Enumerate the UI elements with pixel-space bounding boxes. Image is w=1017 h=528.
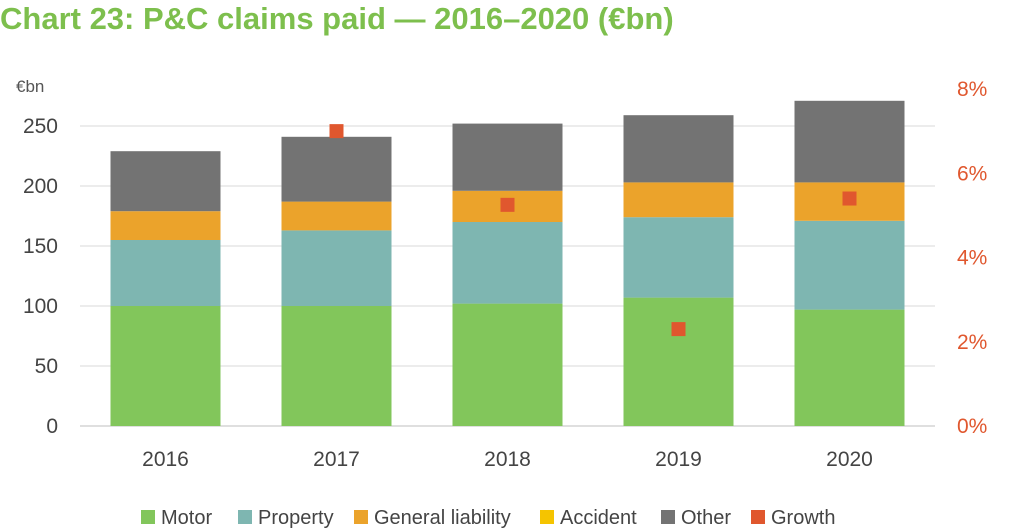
bar-segment-motor [623,297,734,426]
y2-tick-label: 6% [957,162,987,185]
bar-segment-motor [281,306,392,426]
bar-segment-property [281,230,392,306]
bar-segment-motor [794,309,905,426]
y-tick-label: 250 [23,115,58,138]
x-tick-label: 2017 [313,448,360,471]
chart-title: Chart 23: P&C claims paid — 2016–2020 (€… [0,1,674,36]
growth-marker [671,322,686,337]
bar-segment-other [623,115,734,183]
legend-swatch [540,510,554,524]
bars [110,100,905,426]
legend-swatch [661,510,675,524]
bar-segment-other [794,100,905,183]
y2-tick-label: 8% [957,78,987,101]
bar-segment-motor [110,306,221,426]
bar-segment-general-liability [623,182,734,218]
bar-segment-property [452,222,563,304]
legend-label: Other [681,507,731,528]
bar-segment-motor [452,303,563,426]
y-tick-label: 0 [46,415,58,438]
legend-label: Growth [771,507,835,528]
bar-segment-other [452,123,563,191]
growth-markers [329,124,857,337]
legend-label: Motor [161,507,212,528]
x-tick-label: 2018 [484,448,531,471]
x-axis: 2016 2017 2018 2019 2020 [142,448,873,471]
x-tick-label: 2019 [655,448,702,471]
y-tick-label: 150 [23,235,58,258]
legend: Motor Property General liability Accident Ot… [141,507,835,528]
legend-label: General liability [374,507,511,528]
y2-tick-label: 0% [957,415,987,438]
bar-segment-other [281,136,392,202]
legend-swatch [751,510,765,524]
legend-label: Property [258,507,334,528]
bar-segment-other [110,151,221,212]
y-unit-label: €bn [16,77,44,96]
y-axis-right: 0% 2% 4% 6% 8% [957,78,987,438]
legend-swatch [238,510,252,524]
bar-segment-general-liability [281,201,392,231]
legend-label: Accident [560,507,637,528]
bar-segment-general-liability [110,211,221,240]
y-axis-left: 0 50 100 150 200 250 €bn [16,77,58,438]
x-tick-label: 2020 [826,448,873,471]
bar-segment-property [794,220,905,310]
y-tick-label: 200 [23,175,58,198]
growth-marker [329,124,344,139]
y-tick-label: 50 [35,355,58,378]
growth-marker [500,197,515,212]
bar-segment-property [110,240,221,306]
legend-swatch [354,510,368,524]
y2-tick-label: 4% [957,247,987,270]
y2-tick-label: 2% [957,331,987,354]
legend-swatch [141,510,155,524]
x-tick-label: 2016 [142,448,189,471]
bar-segment-property [623,217,734,298]
growth-marker [842,191,857,206]
y-tick-label: 100 [23,295,58,318]
